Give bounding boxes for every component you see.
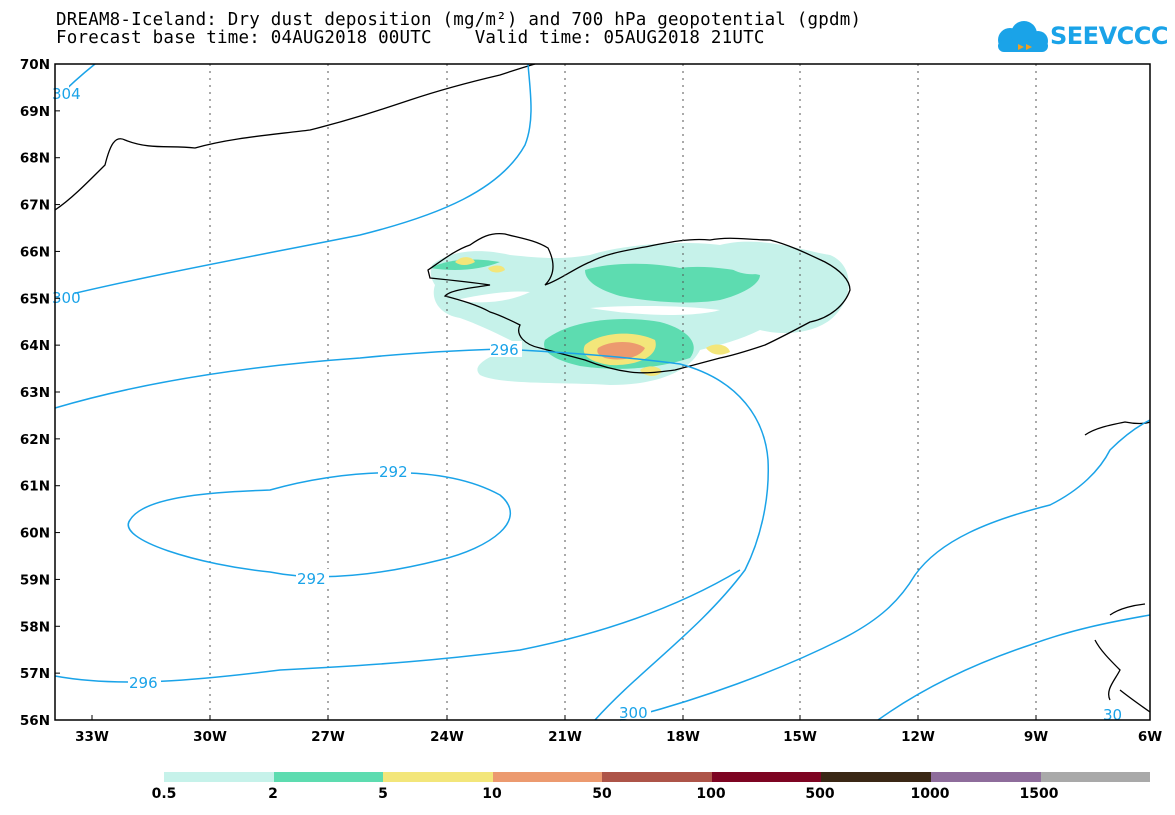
lat-label: 61N — [20, 479, 50, 495]
longitude-axis: 33W 30W 27W 24W 21W 18W 15W 12W 9W 6W — [75, 715, 1162, 745]
lat-label: 57N — [20, 666, 50, 682]
lon-label: 18W — [666, 729, 700, 745]
legend-label: 10 — [482, 786, 502, 802]
legend-label: 100 — [696, 786, 726, 802]
legend-swatch — [930, 772, 1041, 782]
lat-label: 65N — [20, 291, 50, 307]
lat-label: 58N — [20, 619, 50, 635]
lat-label: 64N — [20, 338, 50, 354]
lon-label: 15W — [783, 729, 817, 745]
lat-label: 67N — [20, 198, 50, 214]
geopotential-contours — [54, 63, 1151, 721]
coastline — [54, 63, 1151, 713]
contour-labels: 304 300 296 292 292 296 300 30 — [52, 85, 1122, 724]
legend-swatch — [821, 772, 931, 782]
legend-swatch — [492, 772, 603, 782]
cloud-logo-icon — [998, 21, 1048, 52]
contour-label-292-bottom: 292 — [297, 570, 326, 588]
map-title: DREAM8-Iceland: Dry dust deposition (mg/… — [56, 10, 862, 30]
contour-label-296-south: 296 — [129, 674, 158, 692]
legend-swatch — [602, 772, 712, 782]
lat-label: 68N — [20, 151, 50, 167]
lon-label: 21W — [548, 729, 582, 745]
lon-label: 6W — [1138, 729, 1162, 745]
lon-label: 27W — [311, 729, 345, 745]
latitude-axis: 70N 69N 68N 67N 66N 65N 64N 63N 62N 61N 60N 59N 58N 5… — [20, 57, 60, 729]
legend-label: 500 — [805, 786, 835, 802]
lat-label: 66N — [20, 244, 50, 260]
lat-label: 56N — [20, 713, 50, 729]
legend-label: 1000 — [910, 786, 950, 802]
lat-label: 59N — [20, 572, 50, 588]
contour-label-300-south: 300 — [619, 704, 648, 722]
legend-label: 0.5 — [151, 786, 177, 802]
lat-label: 69N — [20, 104, 50, 120]
legend-swatch — [383, 772, 493, 782]
lon-label: 12W — [901, 729, 935, 745]
contour-label-30-east: 30 — [1103, 706, 1122, 724]
contour-label-304: 304 — [52, 85, 81, 103]
contour-label-296: 296 — [490, 341, 519, 359]
legend-label: 1500 — [1019, 786, 1059, 802]
legend-swatch — [273, 772, 384, 782]
legend-color-bar — [164, 772, 1151, 782]
map-subtitle: Forecast base time: 04AUG2018 00UTC Vali… — [56, 28, 765, 48]
lon-label: 9W — [1024, 729, 1048, 745]
legend-label: 2 — [268, 786, 278, 802]
contour-label-292-top: 292 — [379, 463, 408, 481]
legend-label: 50 — [592, 786, 612, 802]
lon-label: 33W — [75, 729, 109, 745]
lat-label: 60N — [20, 526, 50, 542]
legend-swatch — [1040, 772, 1151, 782]
legend-swatch — [711, 772, 822, 782]
map-frame — [54, 63, 1151, 721]
graticule — [209, 64, 1037, 720]
contour-label-300: 300 — [52, 289, 81, 307]
lat-label: 70N — [20, 57, 50, 73]
lat-label: 62N — [20, 432, 50, 448]
lon-label: 30W — [193, 729, 227, 745]
logo-text: SEEVCCC — [1050, 22, 1169, 50]
lat-label: 63N — [20, 385, 50, 401]
legend-swatch — [164, 772, 274, 782]
lon-label: 24W — [430, 729, 464, 745]
legend-label: 5 — [378, 786, 388, 802]
